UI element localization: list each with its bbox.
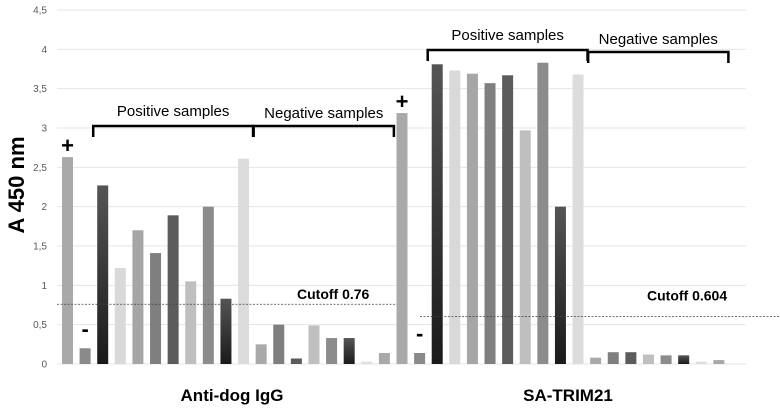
group-label: Anti-dog IgG — [181, 386, 284, 405]
positive-sample-bar — [554, 206, 566, 364]
positive-samples-label: Positive samples — [117, 103, 230, 120]
positive-sample-bar — [238, 158, 250, 364]
negative-sample-bar — [290, 358, 302, 364]
negative-samples-label: Negative samples — [599, 31, 718, 48]
y-tick-label: 4 — [41, 45, 47, 56]
positive-sample-bar — [97, 185, 109, 364]
positive-control-sign: + — [61, 133, 74, 158]
cutoff-label: Cutoff 0.76 — [297, 286, 370, 302]
positive-sample-bar — [484, 83, 496, 364]
positive-sample-bar — [132, 230, 144, 364]
y-tick-label: 0 — [41, 360, 47, 371]
negative-samples-label: Negative samples — [264, 105, 383, 122]
positive-sample-bar — [466, 73, 478, 364]
positive-sample-bar — [167, 215, 179, 364]
negative-sample-bar — [678, 355, 690, 364]
positive-sample-bar — [502, 75, 514, 364]
positive-sample-bar — [114, 268, 126, 364]
positive-sample-bar — [150, 253, 162, 364]
y-tick-label: 2 — [41, 202, 47, 213]
negative-control-sign: - — [416, 321, 423, 346]
negative-sample-bar — [590, 357, 602, 364]
cutoff-label: Cutoff 0.604 — [647, 287, 727, 303]
negative-sample-bar — [273, 324, 285, 364]
positive-sample-bar — [202, 206, 214, 364]
positive-sample-bar — [220, 298, 232, 364]
y-axis-label: A 450 nm — [4, 136, 29, 233]
positive-samples-label: Positive samples — [451, 27, 564, 44]
negative-sample-bar — [343, 338, 355, 364]
negative-sample-bar — [607, 352, 619, 364]
negative-sample-bar — [255, 344, 267, 364]
group-label: SA-TRIM21 — [523, 386, 613, 405]
y-tick-label: 3,5 — [33, 84, 47, 95]
positive-sample-bar — [572, 74, 584, 365]
negative-samples-bracket — [252, 124, 396, 137]
negative-sample-bar — [361, 361, 373, 364]
positive-sample-bar — [449, 70, 461, 364]
negative-sample-bar — [642, 354, 654, 364]
negative-sample-bar — [378, 352, 390, 364]
positive-control-sign: + — [396, 89, 409, 114]
positive-sample-bar — [185, 281, 197, 364]
negative-sample-bar — [695, 361, 707, 364]
negative-control-sign: - — [81, 316, 88, 341]
y-tick-label: 1 — [41, 281, 47, 292]
y-tick-label: 0,5 — [33, 320, 47, 331]
y-tick-label: 4,5 — [33, 6, 47, 17]
positive-sample-bar — [537, 62, 549, 364]
negative-sample-bar — [308, 325, 320, 364]
negative-sample-bar — [713, 360, 725, 364]
positive-sample-bar — [431, 64, 443, 364]
negative-sample-bar — [326, 338, 338, 364]
positive-samples-bracket — [426, 48, 589, 61]
y-tick-label: 2,5 — [33, 163, 47, 174]
positive-control-bar — [62, 157, 73, 364]
y-tick-label: 3 — [41, 124, 47, 135]
positive-sample-bar — [519, 130, 531, 364]
negative-control-bar — [414, 352, 426, 364]
positive-control-bar — [396, 113, 408, 364]
negative-control-bar — [79, 348, 91, 364]
negative-sample-bar — [625, 352, 637, 364]
negative-samples-bracket — [586, 50, 730, 63]
y-tick-label: 1,5 — [33, 242, 47, 253]
negative-sample-bar — [660, 355, 672, 364]
